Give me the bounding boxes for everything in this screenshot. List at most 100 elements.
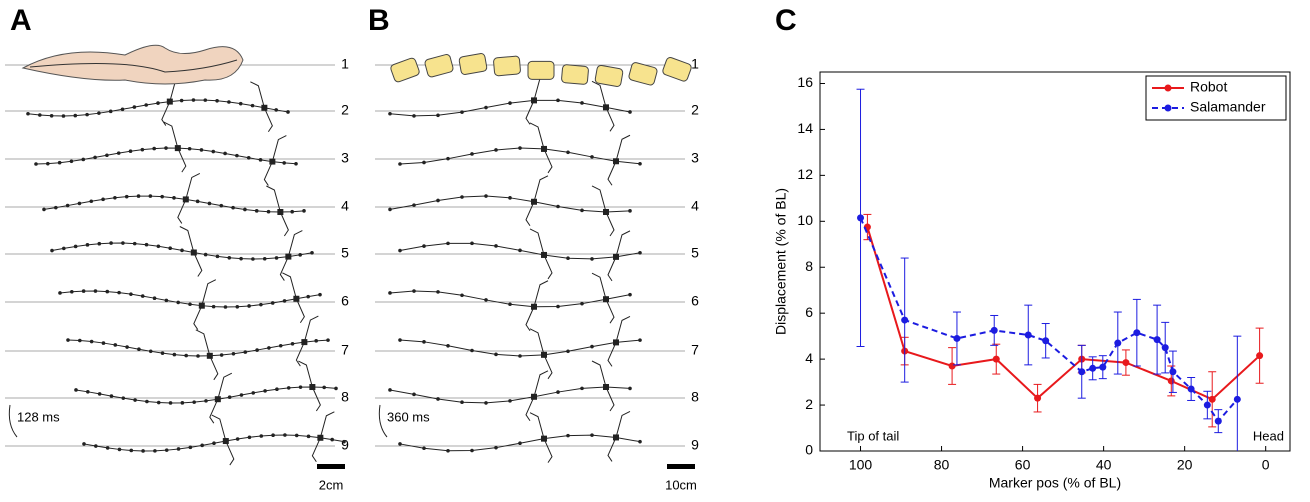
robot-module	[594, 64, 624, 87]
marker-dot	[97, 111, 101, 115]
scale-label: 2cm	[319, 477, 344, 492]
marker-dot	[590, 344, 594, 349]
marker-dot	[388, 207, 392, 212]
limb	[209, 398, 219, 424]
marker-dot	[342, 439, 346, 444]
marker-dot	[121, 396, 126, 400]
marker-dot	[556, 304, 560, 309]
marker-dot	[508, 399, 512, 403]
marker-dot	[148, 349, 153, 354]
marker-dot	[263, 389, 267, 393]
limb	[543, 148, 553, 174]
marker-dot	[192, 400, 196, 404]
marker-dot	[113, 343, 118, 347]
marker-dot	[267, 346, 271, 350]
marker-dot	[153, 449, 157, 453]
marker-dot	[508, 101, 512, 105]
marker-dot	[176, 447, 181, 451]
marker-dot	[223, 151, 227, 156]
marker-dot	[61, 114, 66, 118]
marker-dot	[113, 195, 117, 200]
limb	[525, 306, 535, 332]
marker-dot	[73, 113, 78, 118]
marker-dot	[89, 339, 94, 344]
marker-dot	[129, 292, 133, 296]
marker-dot	[580, 386, 584, 391]
marker-dot	[109, 241, 113, 245]
marker-dot	[77, 201, 82, 206]
marker-dot	[638, 439, 642, 444]
marker-dot	[74, 388, 78, 392]
limb	[591, 272, 607, 300]
limb	[605, 211, 615, 237]
marker-dot	[239, 393, 244, 397]
limb	[605, 386, 615, 412]
marker-dot	[398, 248, 402, 253]
data-point	[990, 326, 998, 334]
marker-dot	[398, 338, 402, 342]
y-tick-label: 2	[805, 396, 813, 412]
marker-dot	[132, 241, 137, 246]
x-tick-label: 80	[934, 457, 950, 473]
data-point	[1214, 417, 1222, 425]
marker-dot	[136, 194, 141, 198]
marker-dot	[494, 445, 498, 450]
marker-dot	[266, 209, 271, 214]
body-line	[35, 147, 297, 165]
marker-dot	[259, 302, 263, 307]
marker-dot	[172, 352, 177, 357]
marker-dot	[484, 105, 488, 110]
series-line	[859, 217, 1239, 423]
marker-dot	[38, 113, 42, 117]
data-point	[857, 214, 865, 222]
legend-label: Robot	[1190, 79, 1227, 95]
marker-dot	[187, 146, 192, 151]
limb	[529, 412, 545, 439]
marker-dot	[89, 199, 94, 204]
marker-dot	[223, 305, 228, 309]
data-point	[992, 355, 1000, 363]
marker-dot	[144, 242, 149, 247]
marker-dot	[117, 447, 122, 452]
marker-dot	[282, 161, 286, 165]
limb	[543, 354, 553, 380]
marker-dot	[81, 289, 86, 293]
row-label: 4	[341, 198, 349, 214]
marker-dot	[141, 449, 145, 453]
marker-dot	[101, 341, 106, 345]
marker-dot	[250, 103, 255, 108]
marker-dot	[306, 434, 311, 439]
marker-dot	[518, 354, 522, 358]
marker-dot	[235, 153, 239, 158]
marker-dot	[446, 156, 450, 161]
marker-dot	[470, 152, 474, 156]
row-label: 1	[341, 56, 349, 72]
limb	[525, 100, 535, 125]
marker-dot	[200, 443, 204, 448]
marker-dot	[388, 291, 392, 295]
marker-dot	[590, 155, 594, 159]
limb	[529, 228, 545, 256]
marker-dot	[81, 157, 86, 162]
marker-dot	[156, 101, 160, 105]
marker-dot	[132, 105, 137, 109]
data-point	[1078, 368, 1086, 376]
marker-dot	[283, 433, 287, 437]
marker-dot	[314, 339, 318, 343]
scale-label: 10cm	[665, 477, 697, 492]
marker-dot	[460, 195, 464, 199]
limb	[525, 201, 535, 227]
limb	[303, 315, 319, 343]
marker-dot	[518, 441, 522, 445]
robot-module	[628, 62, 658, 86]
marker-dot	[484, 194, 488, 198]
limb	[311, 386, 321, 412]
limb	[225, 440, 235, 466]
marker-dot	[484, 401, 488, 405]
marker-dot	[212, 441, 216, 445]
marker-dot	[65, 203, 70, 208]
marker-dot	[388, 111, 392, 116]
marker-dot	[254, 209, 259, 213]
marker-dot	[172, 196, 176, 200]
marker-dot	[105, 153, 109, 158]
